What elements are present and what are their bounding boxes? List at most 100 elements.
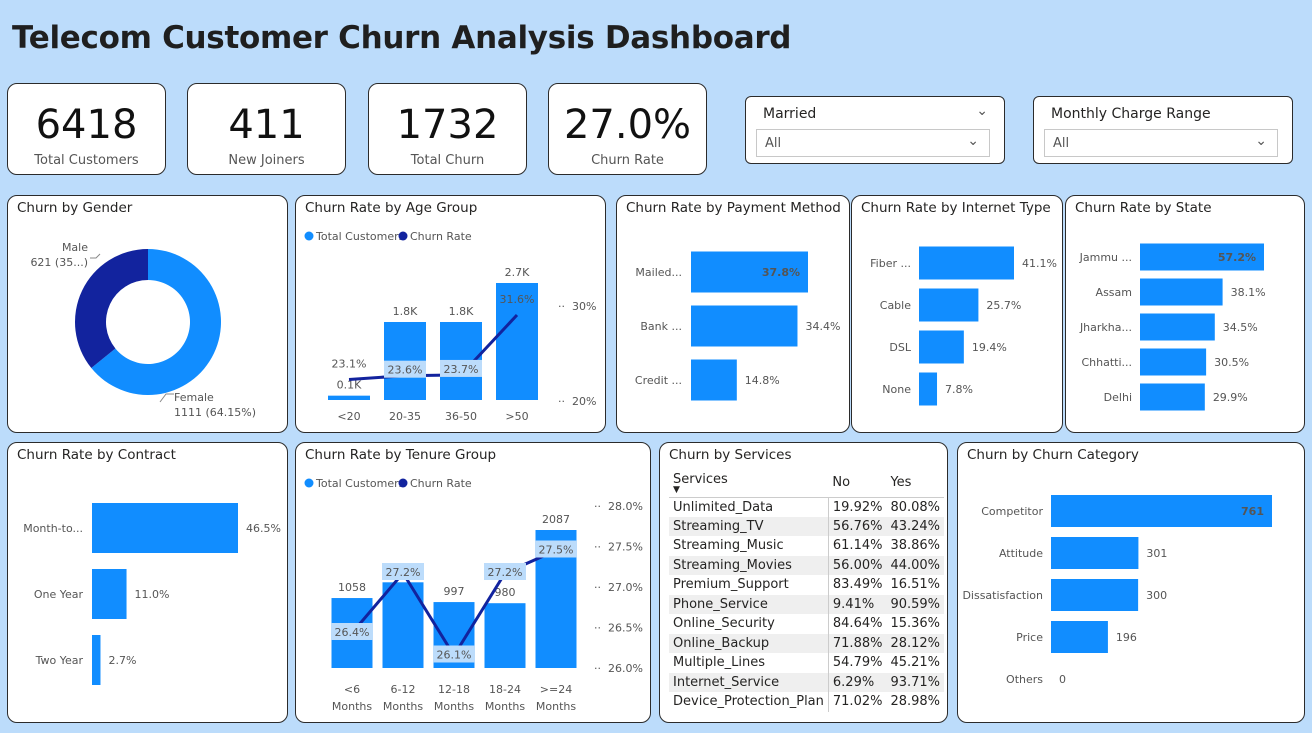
table-row[interactable]: Multiple_Lines 54.79% 45.21%: [669, 653, 944, 673]
bar-value-label: 11.0%: [135, 588, 170, 601]
line-value-label: 31.6%: [500, 293, 535, 306]
bar: [691, 359, 737, 401]
panel-title: Churn Rate by Internet Type: [861, 200, 1051, 216]
bar: [1140, 243, 1264, 271]
line-value-label: 23.7%: [444, 363, 479, 376]
no-cell: 83.49%: [832, 577, 883, 593]
bar-value-label: 301: [1146, 547, 1167, 560]
table-row[interactable]: Internet_Service 6.29% 93.71%: [669, 672, 945, 692]
no-cell: 6.29%: [828, 672, 887, 692]
yes-header[interactable]: Yes: [886, 468, 945, 498]
service-name-cell: Streaming_Movies: [669, 555, 829, 575]
panel-title: Churn by Services: [669, 447, 792, 463]
table-row[interactable]: Phone_Service 9.41% 90.59%: [669, 594, 945, 614]
category-label: Months: [536, 700, 576, 713]
slice-label-male-value: 621 (35...): [30, 256, 88, 269]
category-label: None: [882, 383, 911, 396]
bar-value-label: 25.7%: [986, 299, 1021, 312]
table-row[interactable]: Streaming_Movies 56.00% 44.00%: [669, 555, 945, 575]
category-label: Assam: [1096, 286, 1132, 299]
monthly-charge-dropdown[interactable]: All ⌄: [1044, 129, 1278, 157]
bar: [691, 251, 808, 293]
kpi-value: 6418: [35, 102, 138, 148]
bar: [92, 503, 238, 553]
age-panel: Churn Rate by Age Group Total Customers C…: [295, 195, 606, 433]
category-label: 12-18: [438, 683, 470, 696]
table-row[interactable]: Online_Security 84.64% 15.36%: [669, 614, 944, 634]
collapse-chevron-icon[interactable]: ⌄: [976, 103, 988, 119]
kpi-label: Churn Rate: [591, 153, 664, 168]
y2-tick-label: 27.5%: [608, 541, 643, 554]
kpi-value: 1732: [396, 102, 499, 148]
service-name-cell: Streaming_TV: [669, 516, 829, 536]
category-label: One Year: [34, 588, 84, 601]
category-label: <20: [337, 410, 360, 423]
bar-value-label: 19.4%: [972, 341, 1007, 354]
contract-bar-chart: Month-to... 46.5% One Year 11.0% Two Year 2.7…: [23, 503, 281, 685]
category-label: 6-12: [391, 683, 416, 696]
kpi-total-customers: 6418 Total Customers: [7, 83, 166, 175]
kpi-new-joiners: 411 New Joiners: [187, 83, 346, 175]
category-label: DSL: [889, 341, 911, 354]
line-label-bg: [484, 563, 526, 580]
married-dropdown[interactable]: All ⌄: [756, 129, 990, 157]
table-row[interactable]: Streaming_Music 61.14% 38.86%: [669, 536, 944, 556]
bar: [484, 603, 526, 668]
bar: [1051, 537, 1139, 569]
service-name-cell: Phone_Service: [669, 594, 829, 614]
kpi-value: 411: [228, 102, 305, 148]
table-row[interactable]: Device_Protection_Plan 71.02% 28.98%: [669, 692, 944, 712]
y2-tick-label: 26.5%: [608, 622, 643, 635]
service-name-cell: Device_Protection_Plan: [669, 692, 829, 712]
chevron-down-icon[interactable]: ⌄: [967, 133, 979, 149]
donut-slice-male: [75, 249, 148, 369]
bar-value-label: 0: [1059, 673, 1066, 686]
legend-label-rate: Churn Rate: [410, 477, 472, 490]
service-name-cell: Online_Backup: [669, 633, 829, 653]
yes-cell: 90.59%: [886, 594, 945, 614]
category-label: Chhatti...: [1081, 356, 1132, 369]
bar-value-label: 7.8%: [945, 383, 973, 396]
service-name-cell: Streaming_Music: [669, 536, 829, 556]
category-label: Competitor: [981, 505, 1043, 518]
legend-dot-total: [304, 231, 314, 241]
table-row[interactable]: Premium_Support 83.49% 16.51%: [669, 575, 944, 595]
yes-cell: 43.24%: [886, 516, 945, 536]
services-header[interactable]: Services ▼: [669, 468, 829, 498]
bar: [1140, 313, 1215, 341]
line-value-label: 27.2%: [386, 566, 421, 579]
bar: [92, 635, 101, 685]
table-row[interactable]: Online_Backup 71.88% 28.12%: [669, 633, 945, 653]
category-label: Jammu ...: [1079, 251, 1132, 264]
yes-cell: 80.08%: [890, 499, 941, 515]
tick-dots: ··: [594, 541, 601, 554]
category-label: Months: [332, 700, 372, 713]
line-label-bg: [433, 645, 475, 663]
bar-value-label: 0.1K: [337, 379, 362, 392]
category-label: >=24: [540, 683, 572, 696]
line-label-bg: [331, 623, 373, 640]
bar-value-label: 761: [1241, 505, 1264, 518]
service-name-cell: Multiple_Lines: [669, 653, 829, 673]
category-label: Month-to...: [23, 522, 83, 535]
no-cell: 56.76%: [828, 516, 887, 536]
slice-label-female-value: 1111 (64.15%): [174, 406, 256, 419]
no-cell: 9.41%: [828, 594, 887, 614]
line-value-label: 23.6%: [388, 364, 423, 377]
yes-cell: 45.21%: [890, 655, 941, 671]
bar-value-label: 29.9%: [1213, 391, 1248, 404]
no-header[interactable]: No: [828, 468, 887, 498]
table-row[interactable]: Unlimited_Data 19.92% 80.08%: [669, 497, 944, 517]
chevron-down-icon[interactable]: ⌄: [1255, 133, 1267, 149]
yes-cell: 16.51%: [890, 577, 941, 593]
tick-dots: ··: [558, 300, 565, 313]
state-panel: Churn Rate by State Jammu ... 57.2% Assam 3…: [1065, 195, 1305, 433]
table-row[interactable]: Streaming_TV 56.76% 43.24%: [669, 516, 945, 536]
bar-value-label: 38.1%: [1231, 286, 1266, 299]
monthly-charge-slicer: Monthly Charge Range All ⌄: [1033, 96, 1293, 164]
yes-cell: 93.71%: [886, 672, 945, 692]
bar: [919, 372, 938, 406]
tick-dots: ··: [594, 662, 601, 675]
sort-desc-icon[interactable]: ▼: [673, 484, 680, 495]
services-table: Services ▼ No Yes Unlimited_Data 19.92% 80…: [669, 468, 945, 712]
